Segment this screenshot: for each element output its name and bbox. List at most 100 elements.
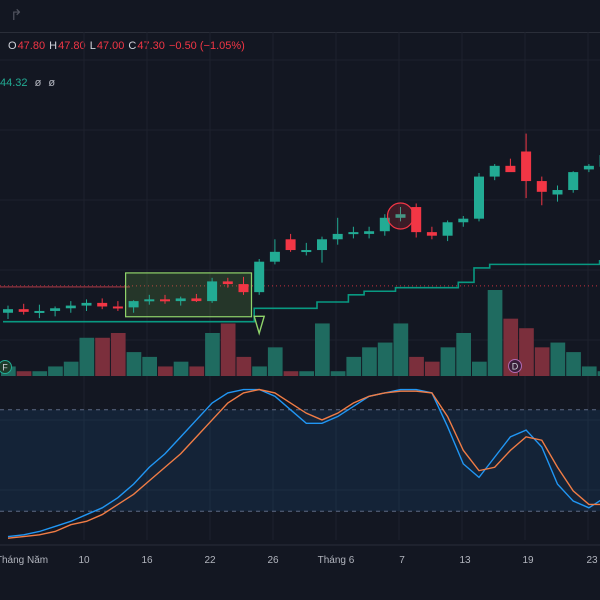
low-value: 47.00 bbox=[96, 40, 125, 52]
high-label: H bbox=[49, 40, 58, 52]
indicator-param-2: ø bbox=[48, 77, 56, 89]
volume-bar bbox=[534, 347, 550, 376]
candle-body bbox=[285, 239, 296, 251]
candle-body bbox=[552, 190, 563, 195]
volume-bar bbox=[16, 371, 32, 376]
redo-icon[interactable]: ↱ bbox=[10, 7, 23, 24]
high-value: 47.80 bbox=[58, 40, 86, 52]
candle-body bbox=[364, 231, 375, 234]
x-tick-label: 13 bbox=[459, 555, 471, 566]
candle-body bbox=[395, 214, 406, 218]
candle-body bbox=[536, 181, 547, 192]
stochastic-k-line bbox=[7, 388, 600, 538]
candle-body bbox=[50, 308, 61, 311]
x-tick-label: 22 bbox=[204, 555, 216, 566]
volume-bar bbox=[158, 366, 173, 376]
candle-body bbox=[489, 165, 500, 177]
volume-bars bbox=[1, 290, 600, 376]
indicator-param-1: ø bbox=[34, 77, 42, 89]
volume-bar bbox=[299, 371, 314, 376]
x-tick-label: Tháng Năm bbox=[0, 555, 48, 566]
volume-bar bbox=[424, 361, 440, 376]
open-value: 47.80 bbox=[17, 40, 46, 52]
close-label: C bbox=[128, 40, 137, 52]
volume-bar bbox=[566, 352, 581, 376]
volume-bar bbox=[393, 323, 409, 376]
stochastic-band bbox=[0, 409, 600, 512]
candle-body bbox=[269, 251, 280, 262]
volume-bar bbox=[550, 342, 566, 376]
candle-body bbox=[332, 233, 343, 240]
low-label: L bbox=[89, 40, 96, 52]
candles bbox=[3, 133, 600, 336]
stochastic-d-line bbox=[7, 388, 600, 539]
candle-body bbox=[175, 298, 186, 302]
volume-bar bbox=[189, 366, 205, 376]
candle-body bbox=[254, 261, 265, 293]
candle-body bbox=[65, 305, 76, 309]
event-marker-circle bbox=[0, 360, 12, 374]
candle-body bbox=[411, 207, 422, 233]
candle-body bbox=[3, 309, 13, 313]
candle-body bbox=[34, 310, 45, 313]
volume-bar bbox=[236, 356, 252, 376]
volume-bar bbox=[456, 333, 471, 376]
volume-bar bbox=[142, 356, 157, 376]
volume-bar bbox=[330, 371, 346, 376]
x-tick-label: 26 bbox=[267, 555, 279, 566]
candle-body bbox=[222, 281, 233, 285]
volume-bar bbox=[220, 323, 236, 376]
volume-bar bbox=[377, 342, 393, 376]
candle-body bbox=[160, 299, 170, 302]
close-value: 47.30 bbox=[137, 40, 165, 52]
volume-bar bbox=[126, 352, 142, 376]
volume-bar bbox=[487, 290, 503, 376]
candle-body bbox=[112, 306, 123, 309]
candle-body bbox=[144, 299, 155, 302]
volume-bar bbox=[205, 333, 220, 376]
volume-bar bbox=[63, 361, 79, 376]
candle-body bbox=[81, 302, 92, 306]
candle-body bbox=[207, 281, 218, 302]
volume-bar bbox=[79, 337, 95, 376]
volume-bar bbox=[581, 366, 597, 376]
volume-bar bbox=[346, 356, 362, 376]
candle-body bbox=[474, 176, 484, 219]
consolidation-box bbox=[124, 272, 253, 318]
top-toolbar: ↱ bbox=[0, 0, 600, 33]
x-tick-label: 10 bbox=[78, 555, 90, 566]
x-tick-label: 23 bbox=[586, 555, 598, 566]
trailing-stop-line bbox=[3, 259, 600, 323]
candle-body bbox=[317, 239, 327, 251]
volume-bar bbox=[173, 361, 189, 376]
indicator-value: 44.32 bbox=[0, 77, 28, 89]
x-tick-label: Tháng 6 bbox=[318, 555, 355, 566]
event-marker: F bbox=[0, 360, 12, 374]
highlight-circle bbox=[386, 202, 415, 230]
candle-body bbox=[238, 284, 249, 293]
stochastic-band-fill bbox=[0, 409, 600, 512]
candle-body bbox=[128, 301, 139, 308]
event-marker-label: D bbox=[512, 362, 519, 372]
candle-body bbox=[348, 232, 359, 235]
candle-body bbox=[458, 218, 469, 223]
change-value: −0.50 (−1.05%) bbox=[168, 40, 245, 52]
volume-bar bbox=[409, 356, 424, 376]
volume-bar bbox=[283, 371, 299, 376]
candle-body bbox=[18, 309, 29, 312]
x-tick-label: 16 bbox=[141, 555, 153, 566]
candle-body bbox=[426, 232, 437, 236]
indicator-legend: 44.32 ø ø bbox=[0, 77, 55, 89]
candle-body bbox=[191, 298, 202, 302]
x-tick-label: 7 bbox=[399, 555, 405, 566]
volume-bar bbox=[472, 361, 487, 376]
volume-bar bbox=[440, 347, 456, 376]
consolidation-box-rect bbox=[124, 272, 253, 318]
volume-bar bbox=[110, 333, 126, 376]
trailing-stop-path bbox=[3, 259, 600, 323]
event-marker: D bbox=[508, 359, 522, 373]
volume-bar bbox=[32, 371, 48, 376]
candle-body bbox=[505, 165, 516, 173]
